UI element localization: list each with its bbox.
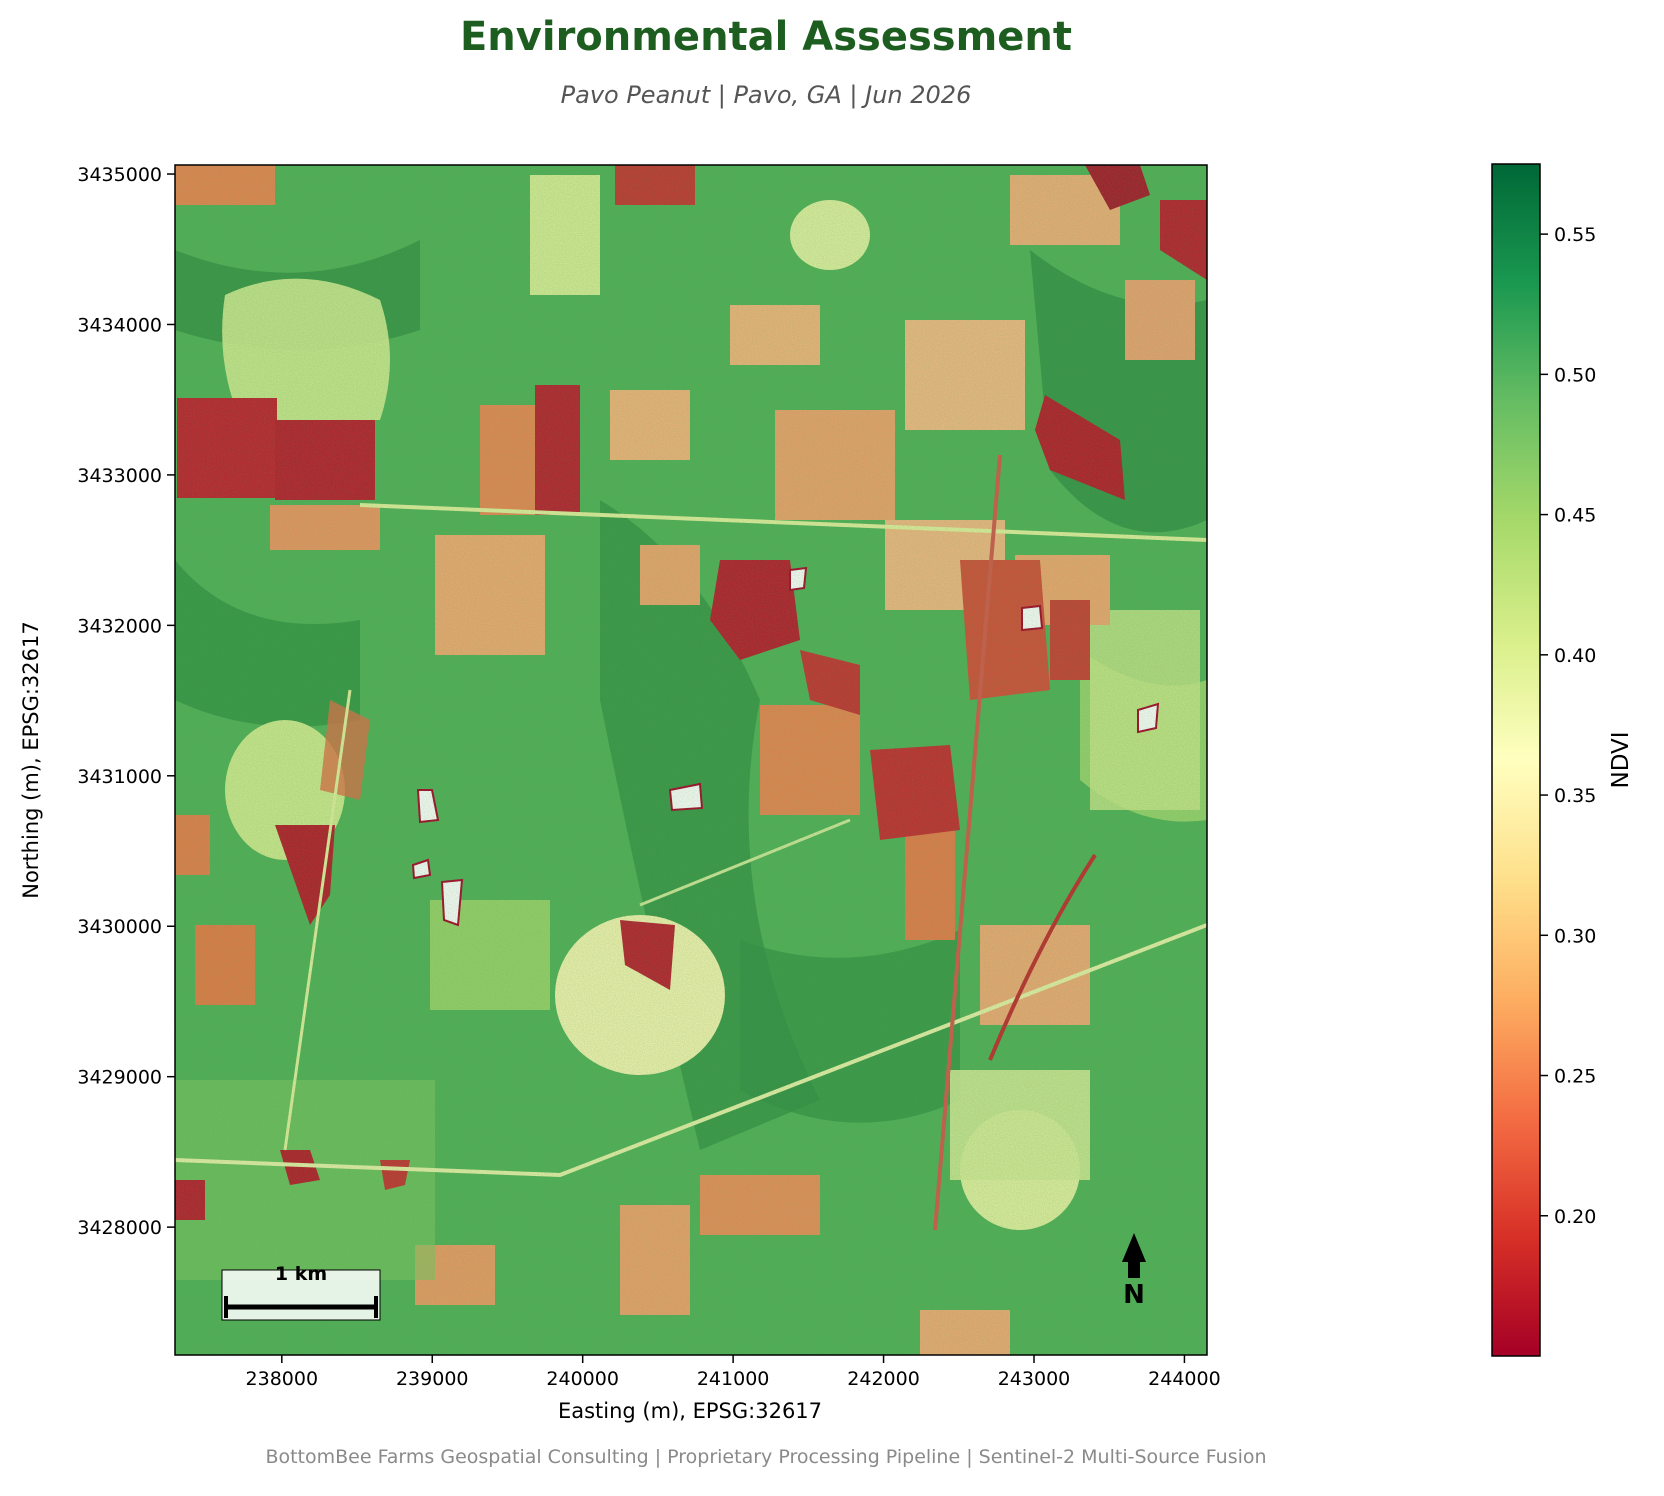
colorbar-tick-label: 0.20 <box>1554 1206 1596 1228</box>
north-arrow: N <box>1122 1233 1146 1310</box>
y-axis-ticks: 3428000 3429000 3430000 3431000 3432000 34330… <box>77 164 175 1239</box>
page-subtitle: Pavo Peanut | Pavo, GA | Jun 2026 <box>560 81 972 109</box>
y-tick-label: 3434000 <box>77 314 162 336</box>
colorbar-tick-label: 0.50 <box>1554 364 1596 386</box>
colorbar-label: NDVI <box>1608 731 1634 788</box>
y-tick-label: 3433000 <box>77 465 162 487</box>
ndvi-raster <box>175 165 1207 1355</box>
x-tick-label: 238000 <box>246 1368 319 1390</box>
scale-bar-label: 1 km <box>275 1263 327 1285</box>
page-title: Environmental Assessment <box>459 14 1073 60</box>
y-tick-label: 3432000 <box>77 615 162 637</box>
footer-credits: BottomBee Farms Geospatial Consulting | … <box>265 1446 1267 1468</box>
x-tick-label: 239000 <box>396 1368 469 1390</box>
scale-bar: 1 km <box>221 1263 381 1321</box>
y-axis-label: Northing (m), EPSG:32617 <box>19 621 43 899</box>
colorbar-tick-label: 0.40 <box>1554 645 1596 667</box>
colorbar: 0.20 0.25 0.30 0.35 0.40 0.45 0.50 0.55 NDVI <box>1491 163 1634 1357</box>
x-tick-label: 240000 <box>546 1368 619 1390</box>
y-tick-label: 3435000 <box>77 164 162 186</box>
x-axis-ticks: 238000 239000 240000 241000 242000 243000 2440… <box>246 1355 1221 1390</box>
x-axis-label: Easting (m), EPSG:32617 <box>558 1399 822 1423</box>
north-arrow-icon <box>1122 1233 1146 1262</box>
y-tick-label: 3428000 <box>77 1217 162 1239</box>
colorbar-gradient <box>1491 163 1541 1357</box>
colorbar-tick-label: 0.45 <box>1554 505 1596 527</box>
x-tick-label: 243000 <box>998 1368 1071 1390</box>
colorbar-tick-label: 0.55 <box>1554 224 1596 246</box>
x-tick-label: 242000 <box>847 1368 920 1390</box>
north-arrow-label: N <box>1123 1280 1145 1310</box>
colorbar-tick-label: 0.25 <box>1554 1066 1596 1088</box>
colorbar-tick-label: 0.30 <box>1554 925 1596 947</box>
colorbar-tick-label: 0.35 <box>1554 785 1596 807</box>
y-tick-label: 3431000 <box>77 766 162 788</box>
colorbar-ticks: 0.20 0.25 0.30 0.35 0.40 0.45 0.50 0.55 <box>1540 224 1596 1228</box>
x-tick-label: 241000 <box>697 1368 770 1390</box>
y-tick-label: 3430000 <box>77 916 162 938</box>
y-tick-label: 3429000 <box>77 1067 162 1089</box>
x-tick-label: 244000 <box>1148 1368 1221 1390</box>
